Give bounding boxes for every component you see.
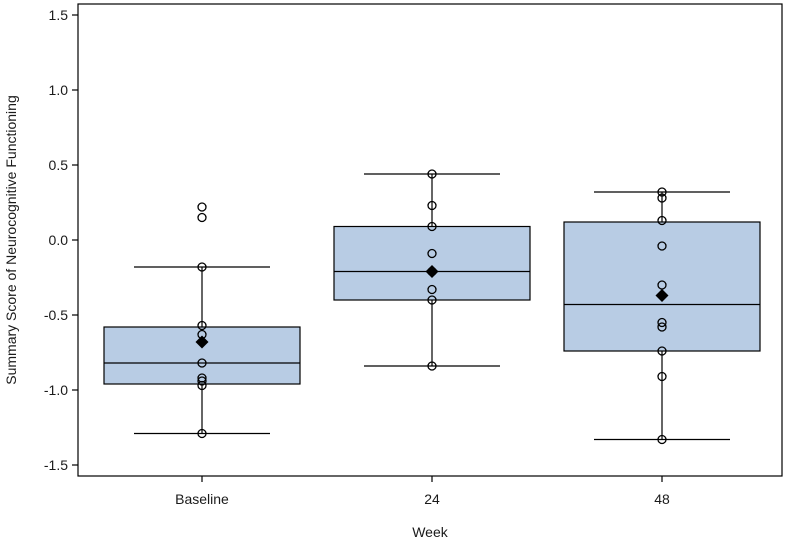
data-point	[657, 187, 667, 197]
box-group-baseline	[103, 202, 301, 439]
data-point	[657, 434, 667, 445]
data-point	[197, 428, 207, 439]
y-tick-label: -1.0	[44, 382, 68, 398]
data-point	[427, 248, 437, 259]
y-tick-label: -1.5	[44, 457, 68, 473]
data-point	[197, 202, 207, 212]
mean-marker	[425, 265, 439, 278]
data-point	[197, 376, 207, 386]
data-point	[657, 322, 667, 332]
y-tick-label: 0.5	[49, 157, 69, 173]
box-series	[103, 169, 761, 445]
mean-marker	[195, 335, 209, 349]
data-point	[657, 193, 667, 203]
data-point	[427, 200, 437, 211]
data-point	[197, 320, 207, 331]
y-tick-label: -0.5	[44, 307, 68, 323]
y-tick-label: 1.0	[49, 82, 69, 98]
data-point	[657, 215, 667, 226]
mean-marker	[655, 289, 669, 302]
x-axis-title: Week	[412, 524, 449, 540]
x-axis: Baseline 24 48	[175, 476, 670, 507]
data-point	[427, 284, 437, 295]
data-point	[427, 295, 437, 305]
data-point	[657, 241, 667, 251]
interquartile-box	[563, 221, 761, 352]
data-point	[427, 169, 437, 179]
data-point	[657, 317, 667, 328]
x-tick-label: Baseline	[175, 491, 229, 507]
y-axis: -1.5 -1.0 -0.5 0.0 0.5 1.0 1.5	[44, 7, 78, 473]
data-point	[427, 361, 437, 371]
interquartile-box	[333, 225, 531, 301]
data-point	[197, 358, 207, 368]
data-point	[197, 212, 207, 223]
data-point	[197, 262, 207, 272]
data-point	[197, 380, 207, 391]
y-axis-title: Summary Score of Neurocognitive Function…	[3, 95, 19, 384]
x-tick-label: 24	[424, 491, 440, 507]
data-point	[657, 346, 667, 356]
box-group-24	[333, 169, 531, 371]
y-tick-label: 0.0	[49, 232, 69, 248]
data-point	[427, 221, 437, 232]
data-point	[657, 371, 667, 382]
box-group-48	[563, 187, 761, 445]
y-tick-label: 1.5	[49, 7, 69, 23]
x-tick-label: 48	[654, 491, 670, 507]
